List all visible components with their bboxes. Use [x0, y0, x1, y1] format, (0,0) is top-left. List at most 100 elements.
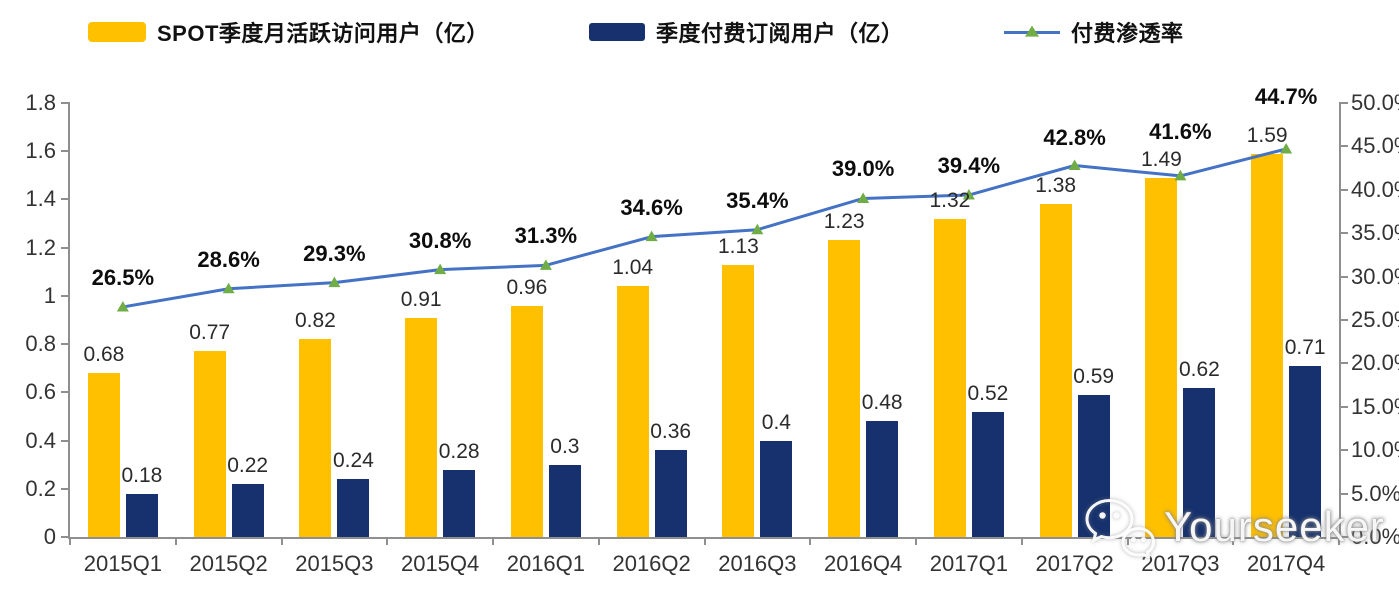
legend-label-subscribers: 季度付费订阅用户（亿） — [656, 21, 904, 46]
bar-mau — [405, 317, 438, 537]
bar-subscribers — [125, 493, 158, 537]
x-axis-tick — [597, 537, 600, 545]
x-axis-tick — [492, 537, 494, 545]
legend-label-mau: SPOT季度月活跃访问用户（亿） — [157, 21, 489, 46]
left-axis-label: 0 — [43, 524, 56, 549]
penetration-label: 39.0% — [831, 156, 895, 182]
right-axis-tick — [1339, 275, 1348, 278]
right-axis-label: 10.0% — [1351, 437, 1399, 463]
penetration-label: 42.8% — [1043, 124, 1106, 150]
bar-label-subscribers: 0.24 — [332, 449, 374, 473]
bar-label-mau: 0.91 — [400, 287, 442, 311]
legend-swatch-mau — [88, 22, 146, 42]
left-axis-tick — [61, 391, 70, 394]
triangle-marker-icon — [1280, 143, 1293, 154]
left-axis-tick — [61, 246, 70, 249]
bar-subscribers — [443, 469, 476, 537]
right-axis-tick — [1339, 145, 1348, 148]
watermark: Yourseeker — [1082, 496, 1385, 558]
bar-label-subscribers: 0.22 — [227, 453, 269, 477]
penetration-label: 31.3% — [514, 223, 578, 249]
bar-mau — [1251, 153, 1284, 537]
right-axis-tick — [1339, 492, 1348, 495]
right-axis-label: 15.0% — [1351, 393, 1399, 419]
penetration-label: 30.8% — [408, 227, 472, 253]
bar-subscribers — [1289, 365, 1322, 537]
x-axis-label: 2016Q1 — [506, 551, 586, 576]
right-axis-label: 40.0% — [1351, 176, 1399, 202]
x-axis-label: 2017Q2 — [1035, 551, 1114, 576]
right-axis-tick — [1339, 536, 1348, 538]
left-axis-tick — [61, 150, 70, 153]
x-axis-tick — [915, 537, 917, 545]
penetration-label: 35.4% — [726, 187, 789, 213]
bar-label-subscribers: 0.4 — [761, 410, 791, 434]
x-axis-label: 2017Q3 — [1141, 551, 1220, 576]
right-axis-label: 0.0% — [1351, 524, 1399, 549]
triangle-marker-icon — [751, 223, 764, 235]
x-axis-tick — [1126, 537, 1129, 545]
right-axis-label: 35.0% — [1351, 220, 1399, 246]
x-axis-label: 2017Q1 — [929, 551, 1009, 576]
bar-label-subscribers: 0.3 — [550, 434, 580, 458]
left-axis-tick — [61, 487, 70, 490]
right-axis-label: 25.0% — [1351, 307, 1399, 332]
right-axis-tick — [1339, 188, 1348, 191]
triangle-marker-icon — [857, 192, 870, 203]
bar-mau — [933, 218, 966, 537]
x-axis-label: 2015Q2 — [189, 551, 268, 576]
bar-label-subscribers: 0.62 — [1178, 357, 1220, 381]
right-axis-label: 5.0% — [1351, 480, 1399, 506]
bar-label-subscribers: 0.59 — [1073, 364, 1115, 388]
left-axis-label: 1.4 — [25, 186, 56, 212]
triangle-marker-icon — [434, 263, 447, 275]
bar-subscribers — [760, 440, 793, 537]
left-axis-tick — [61, 536, 70, 538]
plot-area: 0 0.2 0.4 0.6 0.8 1 1.2 1.4 1.6 1.8 0.0% 5.0% 10.0% 1… — [25, 84, 1399, 576]
bar-subscribers — [971, 411, 1004, 537]
bar-subscribers — [654, 450, 687, 537]
legend-item-subscribers: 季度付费订阅用户（亿） — [589, 16, 904, 48]
bar-label-mau: 1.04 — [612, 256, 654, 280]
triangle-marker-icon — [1068, 159, 1081, 170]
legend-item-penetration: 付费渗透率 — [1004, 16, 1184, 48]
bar-label-mau: 0.68 — [83, 343, 125, 367]
x-axis-label: 2016Q2 — [612, 551, 691, 576]
right-axis-tick — [1339, 405, 1348, 408]
bar-label-mau: 1.32 — [929, 188, 971, 212]
bar-label-mau: 1.13 — [717, 234, 759, 258]
bar-label-subscribers: 0.28 — [438, 439, 480, 463]
bar-label-mau: 0.77 — [189, 321, 231, 345]
x-axis-label: 2017Q4 — [1246, 551, 1326, 576]
right-axis-tick — [1339, 319, 1348, 321]
wechat-icon — [1085, 498, 1156, 558]
triangle-marker-icon — [645, 230, 658, 242]
triangle-marker-icon — [222, 282, 235, 294]
bar-mau — [722, 264, 755, 537]
x-axis-tick — [809, 537, 812, 545]
triangle-marker-icon — [328, 276, 341, 288]
right-axis-tick — [1339, 362, 1348, 365]
x-axis-tick — [1020, 537, 1023, 545]
penetration-label: 29.3% — [303, 240, 366, 266]
x-axis-tick — [386, 537, 389, 545]
bar-label-subscribers: 0.18 — [121, 463, 163, 487]
bar-label-subscribers: 0.71 — [1284, 335, 1326, 359]
x-axis-label: 2015Q3 — [295, 551, 374, 576]
x-axis-tick — [280, 537, 283, 545]
x-axis-tick — [1232, 537, 1235, 545]
left-axis-label: 0.8 — [25, 331, 56, 357]
left-axis-tick — [61, 102, 70, 104]
line-path — [122, 147, 1287, 309]
bar-mau — [193, 351, 226, 537]
penetration-label: 34.6% — [620, 194, 683, 220]
bar-label-mau: 1.59 — [1246, 123, 1288, 147]
bar-mau — [299, 339, 332, 537]
right-axis-tick — [1339, 449, 1348, 452]
left-axis-tick — [61, 294, 70, 297]
right-axis-label: 50.0% — [1351, 90, 1399, 115]
triangle-marker-icon — [1174, 169, 1187, 181]
bar-mau — [87, 373, 120, 537]
penetration-label: 44.7% — [1254, 84, 1318, 110]
legend-label-penetration: 付费渗透率 — [1071, 21, 1184, 46]
